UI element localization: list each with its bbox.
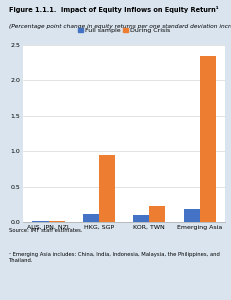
Bar [183,209,199,222]
Text: Figure 1.1.1.  Impact of Equity Inflows on Equity Return¹: Figure 1.1.1. Impact of Equity Inflows o… [9,6,218,13]
Bar [133,215,149,222]
Text: Source: IMF staff estimates.: Source: IMF staff estimates. [9,228,82,233]
Bar [82,214,98,222]
Bar [48,220,64,222]
Text: ¹ Emerging Asia includes: China, India, Indonesia, Malaysia, the Philippines, an: ¹ Emerging Asia includes: China, India, … [9,252,219,263]
Legend: Full sample, During Crisis: Full sample, During Crisis [75,25,172,35]
Text: (Percentage point change in equity returns per one standard deviation increase i: (Percentage point change in equity retur… [9,24,231,29]
Bar [149,206,165,222]
Bar [98,155,115,222]
Bar [32,220,48,222]
Bar [199,56,215,222]
